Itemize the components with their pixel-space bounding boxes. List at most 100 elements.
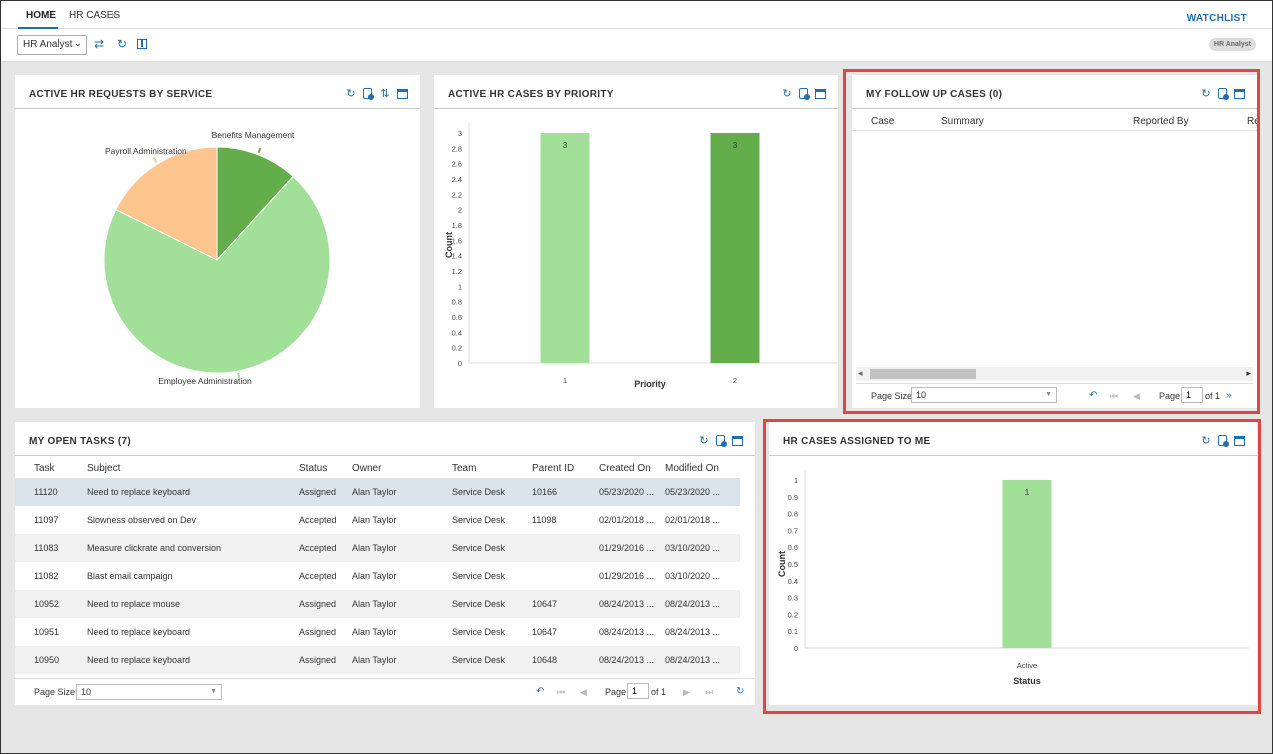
cell-subject: Measure clickrate and conversion: [87, 543, 222, 553]
page-number-input[interactable]: [1181, 387, 1203, 403]
column-header-truncated[interactable]: Re: [1247, 116, 1260, 127]
data-source-icon[interactable]: [799, 88, 810, 100]
panel-actions: ↻: [1200, 88, 1245, 100]
y-tick-label: 1: [794, 476, 798, 485]
role-dropdown-value: HR Analyst: [23, 39, 73, 50]
assigned-to-me-panel: HR CASES ASSIGNED TO ME ↻ 0 0.1 0.2 0.3 0.4 0…: [769, 422, 1257, 705]
data-source-icon[interactable]: [1218, 435, 1229, 447]
page-size-value: 10: [916, 390, 927, 400]
close-tab-icon[interactable]: ×: [111, 10, 117, 21]
y-tick-label: 0.5: [788, 560, 798, 569]
table-row[interactable]: 11083 Measure clickrate and conversion Acc…: [15, 534, 740, 562]
y-tick-label: 0.9: [788, 493, 798, 502]
refresh-icon[interactable]: ↻: [117, 37, 128, 51]
tab-hr-cases[interactable]: HR CASES: [69, 10, 121, 21]
table-row[interactable]: 11120 Need to replace keyboard Assigned Ala…: [15, 478, 740, 506]
last-page-icon[interactable]: ⏭: [705, 687, 714, 697]
column-header-case[interactable]: Case: [871, 116, 895, 127]
cell-status: Assigned: [299, 627, 337, 637]
horizontal-scrollbar[interactable]: ◂ ▸: [856, 367, 1253, 381]
page-label: Page: [605, 687, 627, 697]
page-size-select[interactable]: 10 ▼: [911, 387, 1057, 403]
header-divider: [852, 130, 1257, 131]
cell-created-on: 05/23/2020 ...: [599, 487, 655, 497]
cell-status: Accepted: [299, 515, 337, 525]
x-axis-title: Priority: [634, 379, 666, 389]
cell-team: Service Desk: [452, 655, 506, 665]
table-row[interactable]: 11097 Slowness observed on Dev Accepted Ala…: [15, 506, 740, 534]
page-number-input[interactable]: [627, 683, 649, 699]
column-header-summary[interactable]: Summary: [941, 116, 984, 127]
pie-slice: [216, 146, 294, 262]
bar: [1002, 480, 1052, 648]
maximize-icon[interactable]: [732, 436, 743, 446]
panel-title: MY OPEN TASKS (7): [29, 436, 131, 447]
cell-created-on: 02/01/2018 ...: [599, 515, 655, 525]
reset-icon[interactable]: ↶: [1089, 390, 1098, 401]
chevron-down-icon: ▼: [1045, 391, 1052, 398]
next-page-icon[interactable]: »: [1226, 390, 1232, 401]
column-header-owner[interactable]: Owner: [352, 463, 382, 474]
column-header-modified-on[interactable]: Modified On: [665, 463, 719, 474]
maximize-icon[interactable]: [1234, 436, 1245, 446]
cell-owner: Alan Taylor: [352, 571, 397, 581]
panel-actions: ↻ ⇅: [345, 88, 408, 100]
maximize-icon[interactable]: [815, 89, 826, 99]
cell-owner: Alan Taylor: [352, 543, 397, 553]
cell-task-id: 11097: [34, 515, 59, 525]
column-header-task[interactable]: Task: [34, 463, 55, 474]
sync-settings-icon[interactable]: ⇄: [94, 37, 105, 51]
reset-icon[interactable]: ↶: [536, 686, 545, 697]
cell-team: Service Desk: [452, 627, 506, 637]
cell-modified-on: 03/10/2020 ...: [665, 543, 721, 553]
refresh-icon[interactable]: ↻: [1201, 435, 1211, 447]
page-size-select[interactable]: 10 ▼: [76, 684, 222, 700]
scroll-right-icon[interactable]: ▸: [1246, 368, 1251, 378]
tab-home[interactable]: HOME: [26, 10, 56, 21]
table-row[interactable]: 10951 Need to replace keyboard Assigned Ala…: [15, 618, 740, 646]
column-header-reported-by[interactable]: Reported By: [1133, 116, 1189, 127]
first-page-icon[interactable]: ⏮: [1110, 391, 1119, 401]
data-source-icon[interactable]: [363, 88, 374, 100]
cell-owner: Alan Taylor: [352, 515, 397, 525]
watchlist-link[interactable]: WATCHLIST: [1186, 13, 1247, 24]
role-dropdown[interactable]: HR Analyst ⌄: [17, 35, 87, 55]
sort-icon[interactable]: ⇅: [380, 88, 390, 100]
pie-slice-label: Employee Administration: [158, 376, 252, 386]
maximize-icon[interactable]: [397, 89, 408, 99]
layout-icon[interactable]: [137, 39, 147, 51]
column-header-team[interactable]: Team: [452, 463, 477, 474]
next-page-icon[interactable]: ▶: [683, 687, 690, 697]
previous-page-icon[interactable]: ◀: [1133, 391, 1140, 401]
refresh-icon[interactable]: ↻: [736, 686, 745, 697]
column-header-created-on[interactable]: Created On: [599, 463, 651, 474]
scrollbar-thumb[interactable]: [870, 369, 976, 379]
refresh-icon[interactable]: ↻: [1201, 88, 1211, 100]
cell-modified-on: 05/23/2020 ...: [665, 487, 721, 497]
table-row[interactable]: 11082 Blast email campaign Accepted Alan Ta…: [15, 562, 740, 590]
cell-created-on: 01/29/2016 ...: [599, 571, 655, 581]
bar: [710, 133, 760, 363]
data-source-icon[interactable]: [1218, 88, 1229, 100]
first-page-icon[interactable]: ⏮: [557, 687, 566, 697]
cell-modified-on: 08/24/2013 ...: [665, 599, 721, 609]
column-header-parent-id[interactable]: Parent ID: [532, 463, 575, 474]
table-row[interactable]: 10952 Need to replace mouse Assigned Alan T…: [15, 590, 740, 618]
scroll-left-icon[interactable]: ◂: [858, 368, 863, 378]
refresh-icon[interactable]: ↻: [782, 88, 792, 100]
column-header-subject[interactable]: Subject: [87, 463, 121, 474]
cell-owner: Alan Taylor: [352, 627, 397, 637]
column-header-status[interactable]: Status: [299, 463, 328, 474]
refresh-icon[interactable]: ↻: [346, 88, 356, 100]
table-row[interactable]: 10950 Need to replace keyboard Assigned Ala…: [15, 646, 740, 674]
previous-page-icon[interactable]: ◀: [580, 687, 587, 697]
y-tick-label: 2.4: [452, 175, 462, 184]
page-count-label: of 1: [651, 687, 667, 697]
maximize-icon[interactable]: [1234, 89, 1245, 99]
refresh-icon[interactable]: ↻: [699, 435, 709, 447]
cell-created-on: 08/24/2013 ...: [599, 655, 655, 665]
cell-owner: Alan Taylor: [352, 487, 397, 497]
cell-subject: Need to replace keyboard: [87, 487, 191, 497]
data-source-icon[interactable]: [716, 435, 727, 447]
y-tick-label: 1.8: [452, 221, 462, 230]
